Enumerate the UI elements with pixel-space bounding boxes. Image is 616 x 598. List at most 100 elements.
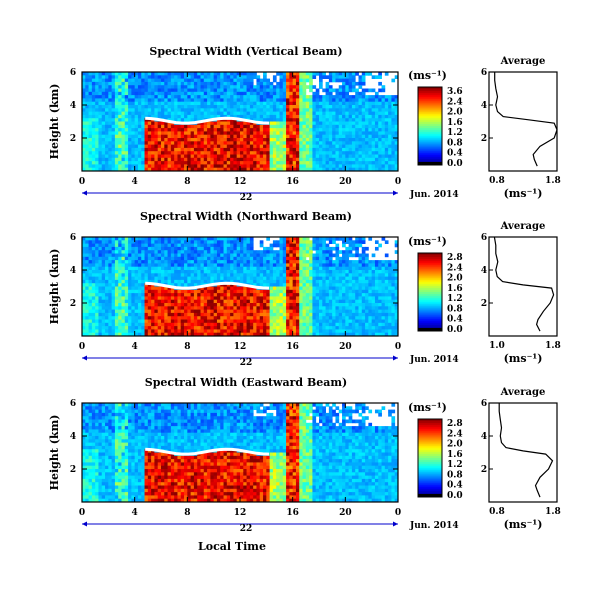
heatmap-cell: [98, 118, 103, 122]
heatmap-cell: [223, 134, 228, 139]
heatmap-cell: [161, 309, 165, 314]
heatmap-cell: [91, 91, 96, 96]
heatmap-cell: [184, 299, 188, 304]
heatmap-cell: [167, 78, 172, 83]
heatmap-cell: [249, 128, 254, 132]
heatmap-cell: [170, 250, 175, 254]
heatmap-cell: [226, 151, 231, 155]
heatmap-cell: [230, 144, 234, 149]
heatmap-cell: [167, 98, 172, 103]
heatmap-cell: [200, 131, 205, 136]
heatmap-cell: [141, 105, 145, 109]
heatmap-cell: [263, 101, 267, 106]
heatmap-cell: [295, 167, 300, 172]
heatmap-cell: [203, 296, 208, 301]
heatmap-cell: [213, 147, 218, 152]
heatmap-cell: [190, 151, 195, 155]
heatmap-cell: [302, 91, 307, 96]
heatmap-cell: [292, 289, 297, 294]
heatmap-cell: [101, 111, 106, 116]
heatmap-cell: [134, 118, 139, 122]
heatmap-cell: [128, 299, 132, 304]
heatmap-cell: [151, 91, 155, 96]
heatmap-cell: [193, 263, 198, 268]
heatmap-cell: [157, 332, 162, 337]
heatmap-cell: [332, 114, 336, 119]
heatmap-cell: [365, 98, 369, 103]
heatmap-cell: [253, 111, 257, 116]
heatmap-cell: [167, 131, 172, 136]
heatmap-cell: [114, 289, 119, 294]
heatmap-cell: [365, 108, 369, 112]
heatmap-cell: [335, 161, 340, 165]
heatmap-cell: [325, 147, 330, 152]
heatmap-cell: [137, 276, 142, 281]
heatmap-cell: [282, 128, 287, 132]
heatmap-cell: [131, 237, 136, 241]
heatmap-cell: [137, 299, 142, 304]
heatmap-cell: [312, 157, 317, 162]
heatmap-cell: [128, 273, 132, 277]
heatmap-cell: [177, 243, 182, 248]
heatmap-cell: [236, 250, 241, 254]
heatmap-cell: [137, 144, 142, 149]
heatmap-cell: [88, 85, 93, 89]
heatmap-cell: [210, 260, 215, 264]
heatmap-cell: [154, 81, 159, 86]
heatmap-cell: [220, 154, 224, 159]
heatmap-cell: [259, 332, 264, 337]
heatmap-cell: [312, 85, 317, 89]
heatmap-cell: [216, 273, 221, 277]
heatmap-cell: [210, 276, 215, 281]
heatmap-cell: [279, 164, 284, 169]
heatmap-cell: [108, 161, 113, 165]
heatmap-cell: [272, 114, 277, 119]
heatmap-cell: [147, 118, 152, 122]
heatmap-cell: [91, 243, 96, 248]
heatmap-cell: [259, 289, 264, 294]
heatmap-cell: [305, 138, 310, 142]
heatmap-cell: [213, 105, 218, 109]
heatmap-cell: [134, 164, 139, 169]
heatmap-cell: [98, 108, 103, 112]
heatmap-cell: [240, 121, 244, 126]
heatmap-cell: [240, 322, 244, 327]
heatmap-cell: [170, 296, 175, 301]
heatmap-cell: [286, 81, 290, 86]
heatmap-cell: [128, 72, 132, 76]
heatmap-cell: [147, 164, 152, 169]
heatmap-cell: [180, 243, 185, 248]
heatmap-cell: [105, 131, 109, 136]
heatmap-cell: [276, 131, 280, 136]
heatmap-cell: [82, 332, 86, 337]
heatmap-cell: [144, 111, 149, 116]
heatmap-cell: [154, 270, 159, 274]
heatmap-cell: [174, 246, 178, 251]
heatmap-cell: [223, 263, 228, 268]
heatmap-cell: [164, 111, 168, 116]
heatmap-cell: [381, 147, 386, 152]
heatmap-cell: [118, 88, 122, 93]
heatmap-cell: [256, 329, 261, 334]
heatmap-cell: [272, 270, 277, 274]
heatmap-cell: [207, 322, 211, 327]
heatmap-cell: [295, 306, 300, 310]
heatmap-cell: [98, 154, 103, 159]
heatmap-cell: [381, 111, 386, 116]
heatmap-cell: [128, 144, 132, 149]
heatmap-cell: [88, 299, 93, 304]
heatmap-cell: [95, 303, 99, 307]
heatmap-cell: [154, 332, 159, 337]
heatmap-cell: [240, 164, 244, 169]
heatmap-cell: [259, 306, 264, 310]
heatmap-cell: [256, 141, 261, 145]
heatmap-cell: [174, 332, 178, 337]
heatmap-cell: [236, 319, 241, 324]
heatmap-cell: [272, 167, 277, 172]
heatmap-cell: [128, 101, 132, 106]
heatmap-cell: [348, 81, 353, 86]
heatmap-cell: [309, 263, 313, 268]
heatmap-cell: [98, 253, 103, 258]
heatmap-cell: [207, 309, 211, 314]
heatmap-cell: [114, 111, 119, 116]
